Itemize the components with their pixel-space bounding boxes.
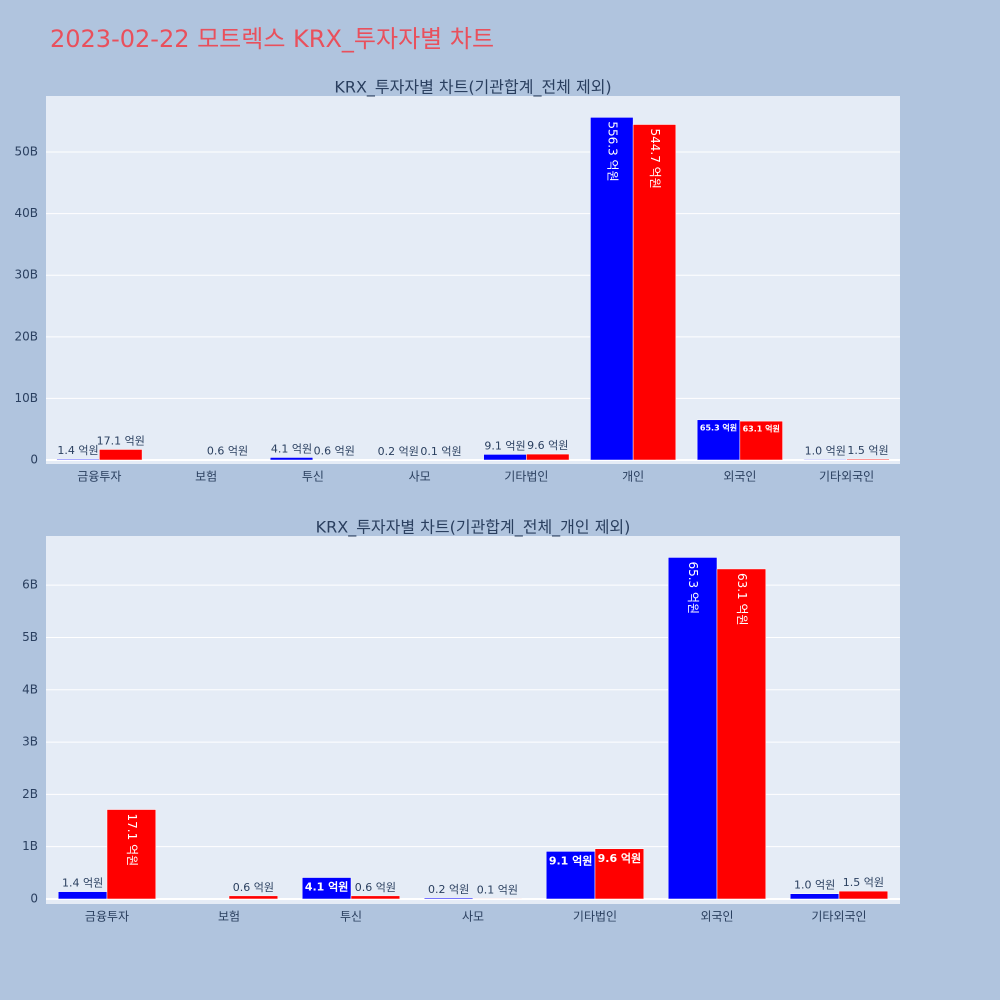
value-label: 65.3 억원 bbox=[686, 561, 700, 614]
x-tick-label: 기타법인 bbox=[504, 470, 548, 484]
bar bbox=[594, 848, 645, 900]
x-tick-label: 투신 bbox=[302, 470, 324, 484]
bar bbox=[545, 851, 596, 900]
bar bbox=[716, 568, 767, 900]
bar bbox=[696, 419, 741, 461]
chart-title: KRX_투자자별 차트(기관합계_전체_개인 제외) bbox=[316, 518, 631, 538]
x-tick-label: 기타법인 bbox=[573, 910, 617, 924]
value-label: 63.1 억원 bbox=[743, 424, 780, 434]
x-tick-label: 보험 bbox=[218, 910, 240, 924]
value-label: 556.3 억원 bbox=[605, 121, 619, 181]
bar bbox=[803, 459, 847, 461]
value-label: 17.1 억원 bbox=[97, 434, 145, 447]
value-label: 9.1 억원 bbox=[549, 853, 593, 867]
value-label: 0.6 억원 bbox=[314, 445, 355, 458]
value-label: 17.1 억원 bbox=[125, 814, 139, 867]
value-label: 0.6 억원 bbox=[207, 445, 248, 458]
bar bbox=[739, 420, 783, 461]
value-label: 1.5 억원 bbox=[843, 876, 884, 889]
y-tick-label: 50B bbox=[14, 145, 38, 159]
x-tick-label: 사모 bbox=[409, 470, 431, 484]
value-label: 4.1 억원 bbox=[305, 880, 349, 894]
y-tick-label: 5B bbox=[22, 630, 38, 644]
value-label: 9.1 억원 bbox=[484, 439, 525, 452]
value-label: 1.0 억원 bbox=[805, 444, 846, 457]
x-tick-label: 외국인 bbox=[723, 470, 756, 484]
x-tick-label: 보험 bbox=[195, 470, 217, 484]
y-tick-label: 1B bbox=[22, 839, 38, 853]
y-tick-label: 10B bbox=[14, 391, 38, 405]
y-tick-label: 2B bbox=[22, 787, 38, 801]
value-label: 0.2 억원 bbox=[428, 883, 469, 896]
x-tick-label: 기타외국인 bbox=[811, 910, 866, 924]
plot-area bbox=[46, 536, 900, 904]
bar bbox=[269, 457, 314, 461]
x-tick-label: 개인 bbox=[622, 470, 644, 484]
value-label: 0.6 억원 bbox=[355, 881, 396, 894]
bar bbox=[301, 877, 352, 900]
y-tick-label: 6B bbox=[22, 578, 38, 592]
page-title: 2023-02-22 모트렉스 KRX_투자자별 차트 bbox=[50, 25, 494, 53]
bar bbox=[632, 124, 677, 461]
bar bbox=[667, 557, 718, 900]
value-label: 9.6 억원 bbox=[598, 851, 642, 865]
value-label: 0.6 억원 bbox=[233, 881, 274, 894]
bar bbox=[526, 453, 570, 461]
plot-area bbox=[46, 96, 900, 464]
bar bbox=[472, 898, 523, 900]
y-tick-label: 30B bbox=[14, 268, 38, 282]
y-tick-label: 0 bbox=[30, 891, 38, 905]
y-tick-label: 20B bbox=[14, 329, 38, 343]
value-label: 0.2 억원 bbox=[378, 445, 419, 458]
value-label: 65.3 억원 bbox=[700, 422, 737, 432]
value-label: 0.1 억원 bbox=[420, 445, 461, 458]
bar bbox=[57, 891, 108, 900]
value-label: 1.4 억원 bbox=[62, 877, 103, 890]
chart-title: KRX_투자자별 차트(기관합계_전체 제외) bbox=[334, 78, 611, 98]
bar bbox=[350, 895, 401, 900]
x-tick-label: 기타외국인 bbox=[819, 470, 874, 484]
y-tick-label: 4B bbox=[22, 682, 38, 696]
bar bbox=[789, 893, 840, 900]
value-label: 0.1 억원 bbox=[477, 883, 518, 896]
value-label: 63.1 억원 bbox=[735, 573, 749, 626]
bar bbox=[838, 890, 889, 900]
bar bbox=[99, 449, 143, 461]
bar bbox=[483, 454, 527, 461]
value-label: 1.4 억원 bbox=[57, 444, 98, 457]
bar bbox=[106, 809, 157, 900]
x-tick-label: 금융투자 bbox=[77, 470, 121, 484]
bar bbox=[423, 897, 474, 900]
x-tick-label: 금융투자 bbox=[85, 910, 129, 924]
y-tick-label: 0 bbox=[30, 452, 38, 466]
y-tick-label: 3B bbox=[22, 735, 38, 749]
value-label: 4.1 억원 bbox=[271, 442, 312, 455]
bar bbox=[228, 895, 279, 900]
value-label: 1.0 억원 bbox=[794, 879, 835, 892]
value-label: 544.7 억원 bbox=[648, 129, 662, 189]
value-label: 1.5 억원 bbox=[847, 444, 888, 457]
bar bbox=[56, 458, 100, 461]
x-tick-label: 사모 bbox=[462, 910, 484, 924]
value-label: 9.6 억원 bbox=[527, 439, 568, 452]
x-tick-label: 외국인 bbox=[700, 910, 733, 924]
bar bbox=[846, 458, 890, 461]
y-tick-label: 40B bbox=[14, 206, 38, 220]
x-tick-label: 투신 bbox=[340, 910, 362, 924]
